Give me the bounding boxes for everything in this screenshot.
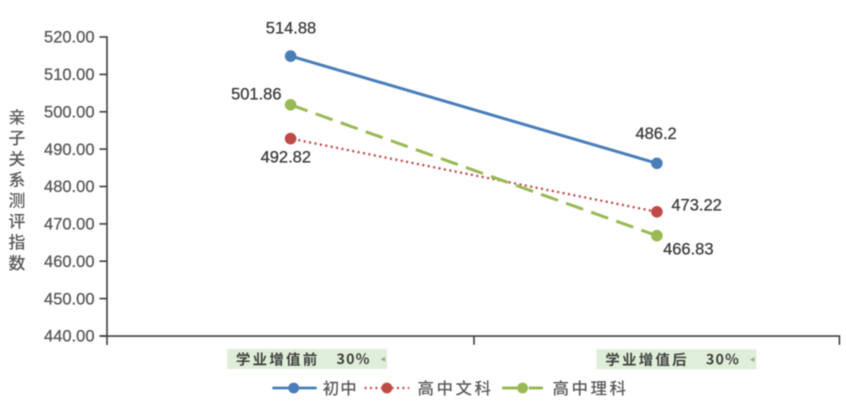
svg-text:501.86: 501.86 [231,85,281,103]
svg-text:492.82: 492.82 [261,149,311,167]
svg-text:510.00: 510.00 [44,66,94,84]
svg-text:486.2: 486.2 [635,125,676,143]
svg-text:470.00: 470.00 [44,216,94,234]
svg-text:520.00: 520.00 [44,29,94,47]
svg-text:500.00: 500.00 [44,104,94,122]
svg-text:514.88: 514.88 [266,20,316,38]
svg-text:473.22: 473.22 [671,197,721,215]
svg-text:480.00: 480.00 [44,178,94,196]
svg-text:460.00: 460.00 [44,253,94,271]
svg-text:490.00: 490.00 [44,141,94,159]
svg-text:440.00: 440.00 [44,328,94,346]
svg-text:450.00: 450.00 [44,290,94,308]
svg-text:466.83: 466.83 [663,241,713,259]
